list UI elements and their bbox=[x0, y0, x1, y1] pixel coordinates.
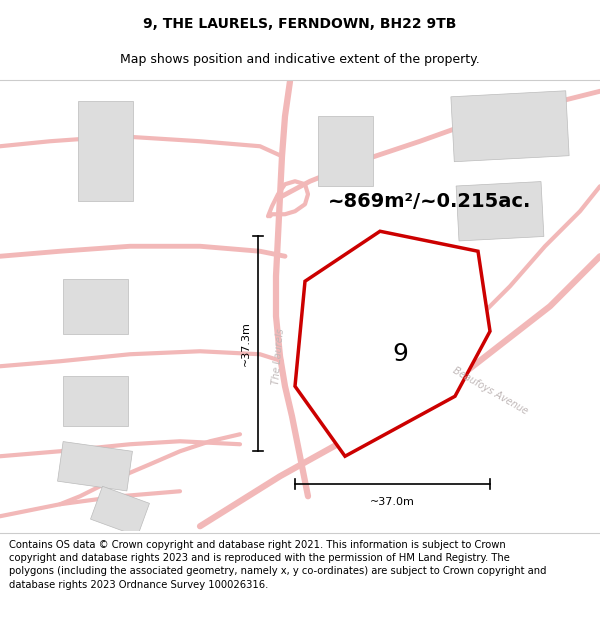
Text: Map shows position and indicative extent of the property.: Map shows position and indicative extent… bbox=[120, 54, 480, 66]
Polygon shape bbox=[62, 279, 128, 334]
Text: The Laurels: The Laurels bbox=[271, 328, 286, 385]
Text: ~37.0m: ~37.0m bbox=[370, 498, 415, 508]
Polygon shape bbox=[62, 376, 128, 426]
Polygon shape bbox=[343, 296, 407, 376]
Polygon shape bbox=[91, 486, 149, 536]
Polygon shape bbox=[77, 101, 133, 201]
Text: ~37.3m: ~37.3m bbox=[241, 321, 251, 366]
Polygon shape bbox=[295, 231, 490, 456]
Polygon shape bbox=[317, 116, 373, 186]
Text: ~869m²/~0.215ac.: ~869m²/~0.215ac. bbox=[328, 192, 532, 211]
Text: 9, THE LAURELS, FERNDOWN, BH22 9TB: 9, THE LAURELS, FERNDOWN, BH22 9TB bbox=[143, 17, 457, 31]
Polygon shape bbox=[58, 442, 133, 491]
Text: 9: 9 bbox=[392, 342, 408, 366]
Polygon shape bbox=[456, 182, 544, 241]
Polygon shape bbox=[451, 91, 569, 162]
Text: Contains OS data © Crown copyright and database right 2021. This information is : Contains OS data © Crown copyright and d… bbox=[9, 540, 547, 589]
Text: Beaufoys Avenue: Beaufoys Avenue bbox=[451, 366, 529, 417]
